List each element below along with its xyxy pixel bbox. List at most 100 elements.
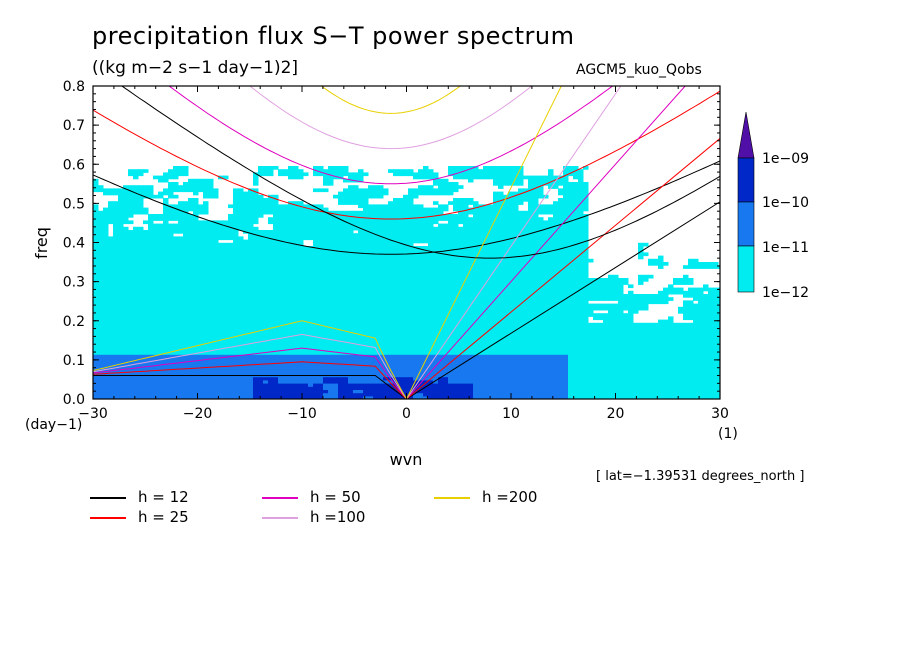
heat-cell [168, 306, 174, 311]
heat-cell [238, 322, 244, 327]
heat-cell [268, 396, 274, 399]
heat-cell [243, 354, 249, 359]
heat-cell [203, 233, 209, 237]
heat-cell [243, 322, 249, 327]
heat-cell [393, 207, 399, 212]
heat-cell [193, 242, 199, 247]
heat-cell [323, 188, 329, 193]
heat-cell [388, 393, 394, 397]
heat-cell [203, 335, 209, 340]
heat-cell [103, 217, 109, 221]
heat-cell [158, 326, 164, 330]
heat-cell [128, 207, 134, 212]
heat-cell [388, 246, 394, 250]
heat-cell [293, 262, 299, 266]
heat-cell [438, 258, 444, 263]
heat-cell [218, 322, 224, 327]
heat-cell [183, 383, 189, 388]
heat-cell [283, 290, 289, 295]
heat-cell [183, 262, 189, 266]
heat-cell [363, 271, 369, 276]
heat-cell [413, 233, 419, 237]
heat-cell [363, 367, 369, 372]
heat-cell [148, 274, 154, 279]
heat-cell [443, 207, 449, 212]
heat-cell [173, 255, 179, 260]
heat-cell [408, 194, 414, 199]
heat-cell [308, 358, 314, 362]
heat-cell [348, 364, 354, 369]
heat-cell [268, 172, 274, 177]
heat-cell [103, 294, 109, 298]
heat-cell [138, 393, 144, 397]
heat-cell [218, 329, 224, 333]
heat-cell [358, 265, 364, 269]
heat-cell [98, 348, 104, 353]
heat-cell [223, 255, 229, 260]
heat-cell [113, 319, 119, 324]
heat-cell [388, 210, 394, 215]
heat-cell [323, 380, 329, 385]
heat-cell [463, 345, 469, 349]
heat-cell [168, 287, 174, 292]
heat-cell [463, 262, 469, 266]
heat-cell [293, 239, 299, 244]
heat-cell [183, 233, 189, 237]
heat-cell [158, 335, 164, 340]
heat-cell [418, 345, 424, 349]
heat-cell [398, 220, 404, 225]
heat-cell [403, 319, 409, 324]
heat-cell [238, 310, 244, 314]
heat-cell [173, 348, 179, 353]
heat-cell [358, 169, 364, 173]
heat-cell [463, 265, 469, 269]
heat-cell [173, 166, 179, 170]
heat-cell [258, 306, 264, 311]
heat-cell [303, 332, 309, 337]
heat-cell [203, 284, 209, 289]
heat-cell [428, 191, 434, 196]
heat-cell [418, 226, 424, 231]
heat-cell [463, 367, 469, 372]
heat-cell [478, 210, 484, 215]
heat-cell [93, 322, 99, 327]
heat-cell [178, 370, 184, 375]
heat-cell [128, 258, 134, 263]
heat-cell [343, 258, 349, 263]
heat-cell [98, 396, 104, 399]
heat-cell [343, 249, 349, 253]
heat-cell [363, 326, 369, 330]
heat-cell [203, 306, 209, 311]
heat-cell [368, 297, 374, 301]
heat-cell [218, 345, 224, 349]
heat-cell [338, 223, 344, 228]
heat-cell [383, 313, 389, 317]
heat-cell [163, 220, 169, 225]
heat-cell [258, 294, 264, 298]
heat-cell [418, 223, 424, 228]
heat-cell [173, 306, 179, 311]
heat-cell [338, 303, 344, 308]
heat-cell [238, 220, 244, 225]
heat-cell [343, 332, 349, 337]
heat-cell [243, 377, 249, 381]
heat-cell [453, 374, 459, 378]
heat-cell [198, 390, 204, 394]
heat-cell [203, 345, 209, 349]
heat-cell [393, 255, 399, 260]
heat-cell [333, 214, 339, 218]
heat-cell [228, 306, 234, 311]
heat-cell [178, 287, 184, 292]
heat-cell [108, 242, 114, 247]
heat-cell [418, 255, 424, 260]
heat-cell [473, 204, 479, 209]
heat-cell [373, 274, 379, 279]
heat-cell [348, 210, 354, 215]
heat-cell [468, 217, 474, 221]
heat-cell [323, 326, 329, 330]
heat-cell [238, 284, 244, 289]
heat-cell [463, 316, 469, 321]
heat-cell [308, 393, 314, 397]
heat-cell [393, 326, 399, 330]
heat-cell [353, 316, 359, 321]
